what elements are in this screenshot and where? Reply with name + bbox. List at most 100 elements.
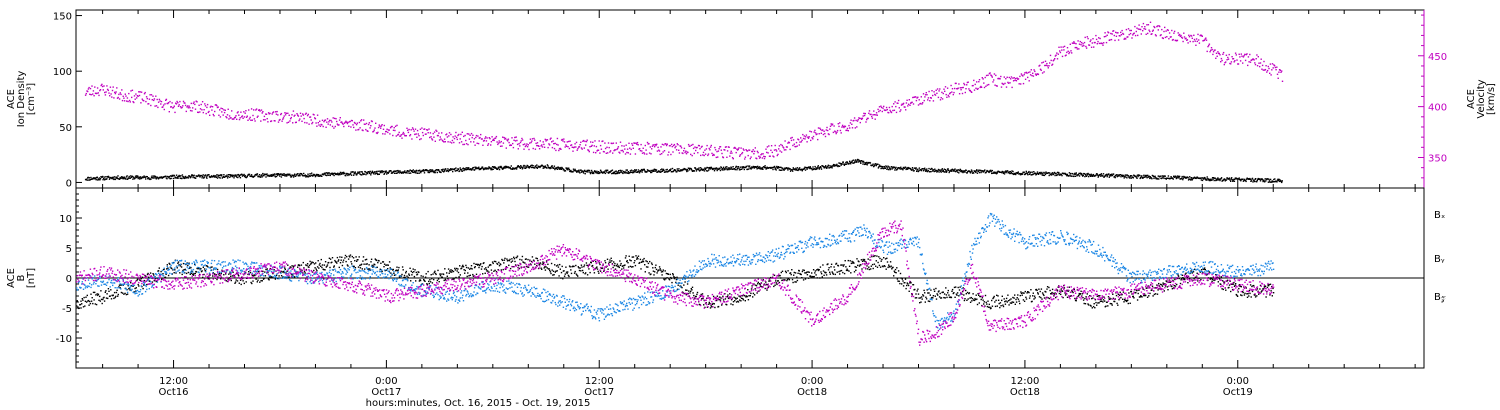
velocity-series-point	[411, 138, 413, 140]
velocity-series-point	[1149, 21, 1152, 23]
velocity-series-point	[634, 153, 637, 155]
velocity-series-point	[816, 133, 818, 135]
field-series-0-point	[557, 266, 560, 268]
density-series-point	[466, 167, 468, 169]
field-series-0-point	[361, 268, 363, 270]
field-series-0-point	[301, 269, 303, 271]
velocity-series-point	[1068, 52, 1070, 55]
velocity-series-point	[1033, 69, 1035, 71]
velocity-series-point	[559, 147, 561, 150]
density-series-point	[396, 172, 399, 174]
field-series-0-point	[262, 278, 265, 280]
field-series-0-point	[347, 265, 349, 267]
field-series-0-point	[607, 268, 609, 270]
field-series-0-point	[320, 265, 322, 267]
density-series-point	[170, 177, 172, 180]
density-series-point	[502, 167, 504, 170]
density-series-point	[894, 167, 897, 169]
velocity-series-point	[335, 118, 337, 120]
velocity-series-point	[700, 154, 702, 157]
velocity-series-point	[477, 135, 479, 137]
velocity-series-point	[928, 90, 930, 93]
density-series-point	[1003, 173, 1006, 175]
field-series-0-point	[596, 268, 599, 270]
velocity-series-point	[130, 90, 132, 92]
density-series-point	[1005, 171, 1007, 174]
density-series-point	[480, 167, 483, 170]
field-series-0-point	[441, 276, 443, 278]
velocity-series-point	[817, 138, 819, 141]
density-series-point	[122, 176, 124, 179]
field-series-0-point	[171, 267, 173, 270]
field-series-0-point	[105, 290, 107, 292]
density-series-point	[1126, 174, 1129, 176]
field-series-0-point	[312, 261, 314, 264]
velocity-series-point	[1272, 67, 1274, 69]
density-series-point	[1026, 172, 1028, 174]
density-series-point	[1256, 181, 1258, 183]
density-series-point	[646, 169, 649, 171]
field-series-0-point	[313, 263, 316, 265]
velocity-series-point	[400, 134, 402, 136]
velocity-series-point	[132, 101, 134, 103]
velocity-series-point	[969, 89, 971, 92]
velocity-series-point	[809, 130, 811, 132]
velocity-series-point	[563, 138, 565, 140]
velocity-series-point	[739, 155, 741, 157]
density-series-point	[956, 169, 958, 172]
density-series-point	[454, 168, 456, 170]
velocity-series-point	[109, 86, 112, 88]
density-series-point	[461, 170, 463, 172]
velocity-series-point	[1230, 61, 1233, 63]
velocity-series-point	[1041, 62, 1043, 64]
velocity-series-point	[829, 125, 832, 127]
field-series-0-point	[503, 259, 506, 261]
density-series-point	[1181, 177, 1183, 179]
velocity-series-point	[548, 143, 550, 145]
velocity-series-point	[401, 137, 403, 139]
density-series-point	[933, 170, 935, 173]
velocity-series-point	[174, 111, 176, 114]
field-series-0-point	[563, 270, 565, 272]
density-series-point	[893, 166, 896, 169]
density-series-point	[637, 171, 639, 173]
velocity-series-point	[1061, 49, 1063, 51]
velocity-ytick-label: 400	[1428, 103, 1447, 114]
field-series-0-point	[138, 285, 140, 287]
field-series-0-point	[84, 305, 86, 307]
velocity-series-point	[1180, 34, 1182, 37]
velocity-series-point	[684, 151, 686, 154]
density-series-point	[1244, 179, 1247, 182]
velocity-series-point	[580, 141, 582, 143]
field-series-0-point	[516, 256, 518, 259]
field-series-0-point	[527, 258, 529, 261]
velocity-series-point	[747, 154, 749, 157]
velocity-series-point	[802, 137, 805, 140]
density-series-point	[523, 164, 525, 167]
density-series-point	[706, 170, 709, 172]
density-series-point	[1125, 176, 1127, 178]
velocity-series-point	[966, 81, 969, 84]
field-series-0-point	[236, 272, 238, 275]
velocity-series-point	[136, 97, 138, 99]
field-series-0-point	[376, 266, 378, 268]
velocity-series-point	[714, 149, 717, 151]
density-series-point	[236, 174, 238, 176]
density-series-point	[243, 173, 245, 176]
density-series-point	[531, 164, 533, 166]
velocity-series-point	[504, 137, 507, 140]
density-series-point	[168, 175, 171, 178]
field-series-0-point	[537, 259, 539, 262]
density-series-point	[377, 170, 379, 172]
field-series-0-point	[447, 268, 450, 270]
density-series-point	[487, 168, 490, 170]
density-series-point	[1036, 172, 1038, 175]
velocity-series-point	[469, 134, 471, 136]
velocity-series-point	[1238, 53, 1240, 55]
density-series-point	[735, 165, 737, 168]
velocity-series-point	[459, 138, 461, 140]
density-series-point	[905, 168, 908, 170]
field-series-0-point	[353, 265, 355, 268]
velocity-series-point	[764, 156, 766, 158]
velocity-series-point	[148, 98, 151, 100]
